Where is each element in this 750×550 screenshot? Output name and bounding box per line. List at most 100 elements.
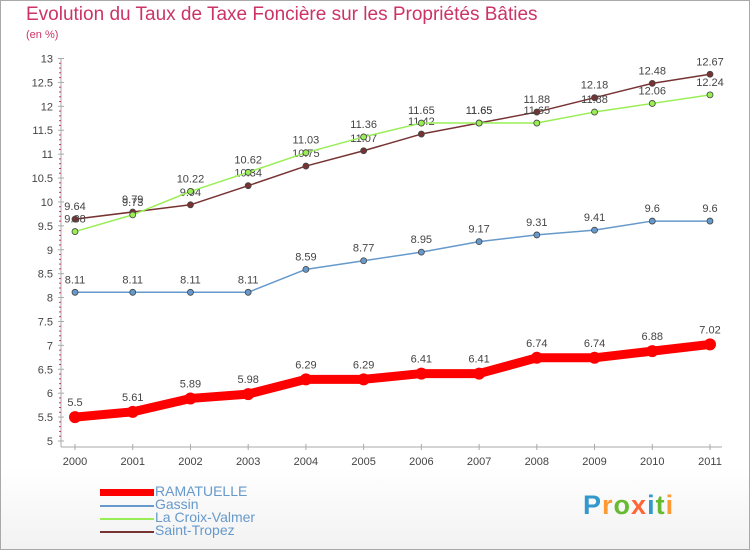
legend-label: RAMATUELLE [155, 483, 248, 499]
data-label: 8.11 [238, 274, 259, 286]
x-tick-label: 2007 [467, 456, 491, 468]
data-label: 11.88 [581, 94, 608, 106]
data-label: 6.29 [353, 359, 374, 371]
data-point [475, 238, 483, 246]
data-label: 11.65 [466, 105, 493, 117]
data-label: 6.74 [584, 338, 605, 350]
legend-swatch [100, 489, 154, 496]
x-tick-label: 2002 [178, 456, 202, 468]
data-point [533, 108, 541, 116]
data-point [302, 162, 310, 170]
x-tick-label: 2008 [525, 456, 549, 468]
data-label: 8.11 [180, 274, 201, 286]
data-label: 5.61 [122, 392, 143, 404]
data-label: 8.11 [65, 274, 86, 286]
data-point [533, 119, 541, 127]
y-tick-label: 11.5 [32, 125, 53, 137]
data-label: 12.24 [696, 77, 724, 89]
logo-letter: i [665, 490, 675, 520]
data-label: 11.65 [523, 105, 550, 117]
x-tick-label: 2009 [582, 456, 606, 468]
data-point [706, 217, 714, 225]
y-tick-label: 8.5 [38, 269, 53, 281]
data-point [473, 367, 486, 380]
y-tick-label: 12.5 [32, 77, 53, 89]
data-point [129, 211, 137, 219]
data-point [646, 345, 659, 358]
data-point [126, 405, 139, 418]
x-tick-label: 2005 [351, 456, 375, 468]
data-point [360, 147, 368, 155]
x-tick-label: 2003 [236, 456, 260, 468]
data-point [648, 217, 656, 225]
data-point [530, 351, 543, 364]
data-label: 11.36 [350, 119, 377, 131]
data-label: 6.74 [526, 338, 547, 350]
data-point [591, 94, 598, 102]
data-point [648, 100, 656, 107]
data-label: 5.5 [67, 397, 82, 409]
data-point [360, 257, 368, 265]
data-label: 9.17 [468, 224, 489, 236]
series-line [74, 73, 711, 220]
data-point [591, 226, 598, 234]
data-label: 12.67 [696, 56, 724, 68]
data-label: 11.88 [523, 94, 550, 106]
data-point [417, 130, 425, 138]
data-label: 9.79 [122, 194, 143, 206]
data-label: 11.65 [408, 105, 435, 117]
logo-letter: P [583, 490, 603, 520]
logo-letter: r [602, 490, 614, 520]
data-point [71, 215, 79, 223]
data-point [244, 182, 252, 190]
data-point [648, 79, 656, 87]
data-point [417, 248, 425, 256]
data-point [244, 168, 252, 176]
y-tick-label: 6.5 [38, 364, 53, 376]
y-tick-label: 7 [47, 340, 53, 352]
data-label: 10.62 [234, 154, 262, 166]
data-label: 9.6 [645, 203, 660, 215]
data-point [129, 288, 137, 296]
data-label: 9.73 [122, 197, 143, 209]
y-tick-label: 11 [42, 149, 53, 161]
x-tick-label: 2004 [294, 456, 318, 468]
y-tick-label: 12 [41, 101, 53, 113]
y-tick-label: 8 [47, 293, 53, 305]
data-label: 5.89 [180, 378, 201, 390]
series-gassin: 8.11 8.11 8.11 8.11 8.59 8.77 8.95 9.17 9.31 9.41… [65, 203, 718, 296]
legend-label: La Croix-Valmer [155, 509, 256, 525]
data-label: 6.88 [642, 331, 663, 343]
data-label: 5.98 [237, 374, 258, 386]
data-point [360, 133, 368, 141]
data-label: 7.02 [699, 324, 720, 336]
data-point [184, 392, 197, 405]
y-tick-label: 10.5 [32, 173, 53, 185]
data-label: 6.29 [295, 359, 316, 371]
y-tick-label: 5 [47, 436, 53, 448]
series-line [75, 220, 710, 294]
proxiti-logo: Proxiti [583, 490, 674, 521]
y-tick-label: 10 [41, 197, 53, 209]
legend-label: Gassin [155, 496, 199, 512]
logo-letter: t [655, 490, 666, 520]
y-tick-label: 7.5 [38, 316, 53, 328]
data-label: 6.41 [468, 354, 489, 366]
legend-swatch [100, 518, 154, 520]
data-point [71, 228, 79, 235]
data-point [357, 373, 370, 386]
data-point [533, 231, 541, 239]
y-tick-label: 5.5 [38, 412, 53, 424]
y-tick-label: 13 [41, 54, 53, 66]
data-label: 8.77 [353, 243, 374, 255]
series-saint-tropez: 9.649.799.9410.3410.7511.0711.4211.6511.… [64, 56, 724, 223]
data-point [187, 201, 194, 209]
data-point [244, 288, 252, 296]
y-axis-unit-label: (en %) [26, 29, 59, 41]
data-label: 9.38 [64, 214, 85, 226]
data-point [302, 265, 310, 273]
chart-title: Evolution du Taux de Taxe Foncière sur l… [26, 4, 538, 25]
